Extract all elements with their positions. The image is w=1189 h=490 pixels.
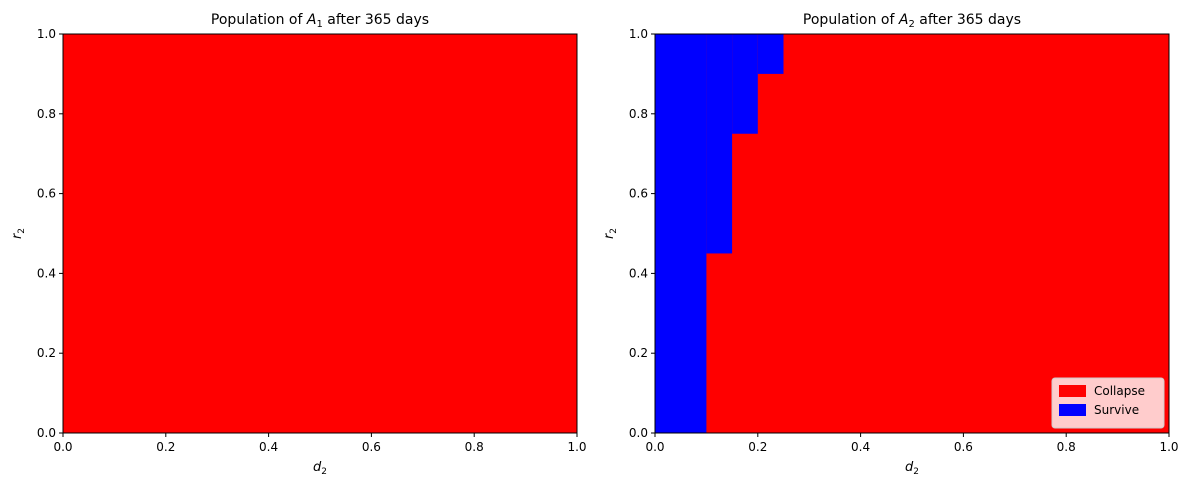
y-tick-label: 0.2 <box>37 346 56 360</box>
region-survive-2 <box>655 34 707 433</box>
x-tick-label: 0.0 <box>645 440 664 454</box>
x-tick-label: 0.6 <box>954 440 973 454</box>
x-tick-label: 0.4 <box>851 440 870 454</box>
y-tick-label: 1.0 <box>37 27 56 41</box>
y-tick-label: 0.4 <box>629 266 648 280</box>
y-axis-label: r2 <box>602 228 619 239</box>
y-tick-label: 0.8 <box>629 107 648 121</box>
legend-label-collapse: Collapse <box>1094 384 1145 398</box>
y-tick-label: 0.0 <box>629 426 648 440</box>
chart-title: Population of A1 after 365 days <box>211 12 429 30</box>
chart-title: Population of A2 after 365 days <box>803 12 1021 30</box>
region-survive-4 <box>732 34 758 134</box>
x-axis-label: d2 <box>313 460 327 477</box>
y-tick-label: 0.6 <box>629 187 648 201</box>
chart-panel-1: 0.0 0.2 0.4 0.6 0.8 1.0 0.0 0.2 0.4 0.6 0.8 1.0 Popu… <box>10 12 587 477</box>
region-collapse-1 <box>63 34 577 433</box>
chart-panel-2: 0.0 0.2 0.4 0.6 0.8 1.0 0.0 0.2 0.4 0.6 0.8 1.0 Popu… <box>602 12 1179 477</box>
y-tick-label: 0.2 <box>629 346 648 360</box>
legend-label-survive: Survive <box>1094 403 1139 417</box>
legend-swatch-collapse <box>1059 385 1086 397</box>
x-tick-label: 0.8 <box>465 440 484 454</box>
legend-swatch-survive <box>1059 404 1086 416</box>
y-tick-label: 0.4 <box>37 266 56 280</box>
legend: Collapse Survive <box>1051 377 1165 429</box>
x-tick-label: 0.2 <box>748 440 767 454</box>
x-tick-label: 0.8 <box>1057 440 1076 454</box>
y-tick-label: 0.6 <box>37 187 56 201</box>
axes-frame <box>654 33 1170 434</box>
y-tick-label: 1.0 <box>629 27 648 41</box>
x-tick-label: 0.0 <box>53 440 72 454</box>
x-axis-label: d2 <box>905 460 919 477</box>
x-tick-label: 0.4 <box>259 440 278 454</box>
x-tick-label: 1.0 <box>1159 440 1178 454</box>
region-survive-3 <box>706 34 733 254</box>
x-tick-label: 1.0 <box>567 440 586 454</box>
region-survive-5 <box>757 34 784 74</box>
x-tick-label: 0.6 <box>362 440 381 454</box>
y-tick-label: 0.8 <box>37 107 56 121</box>
y-axis-label: r2 <box>10 228 27 239</box>
y-tick-label: 0.0 <box>37 426 56 440</box>
axes-frame <box>62 33 578 434</box>
x-tick-label: 0.2 <box>156 440 175 454</box>
